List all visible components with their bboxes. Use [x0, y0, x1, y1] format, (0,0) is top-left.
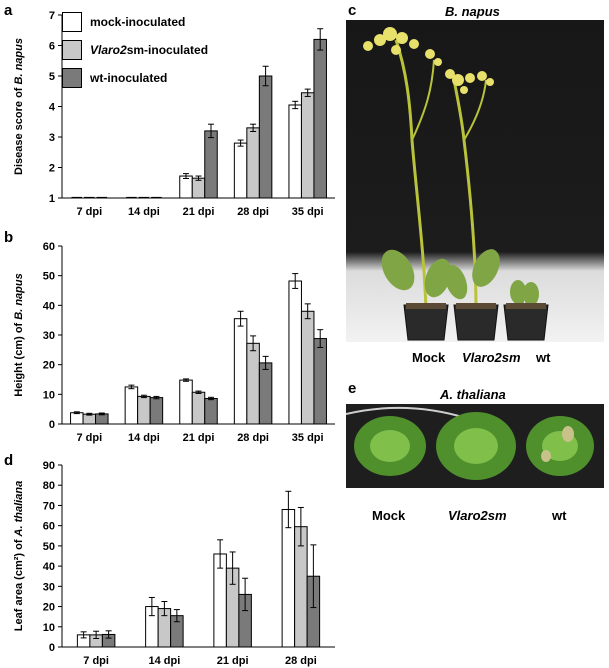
y-tick-label: 20 [43, 602, 55, 614]
y-tick-label: 4 [49, 102, 56, 114]
y-tick-label: 3 [49, 132, 55, 144]
y-tick-label: 5 [49, 71, 55, 83]
x-tick-label: 7 dpi [76, 206, 102, 218]
legend-swatch-wt [62, 68, 82, 88]
bar [246, 342, 260, 425]
y-tick-label: 6 [49, 41, 55, 53]
y-tick-label: 10 [43, 622, 55, 634]
x-tick-label: 14 dpi [128, 432, 160, 444]
y-axis-label: Leaf area (cm²) of A. thaliana [13, 481, 25, 631]
bar [82, 413, 97, 425]
y-tick-label: 60 [43, 241, 55, 253]
bar [204, 130, 218, 199]
bar [300, 310, 315, 425]
y-tick-label: 70 [43, 500, 55, 512]
y-tick-label: 50 [43, 271, 55, 283]
y-axis-label-species: B. napus [13, 273, 25, 319]
photo-e-title: A. thaliana [440, 387, 506, 402]
bar [288, 280, 302, 425]
panel-letter-a: a [4, 2, 13, 19]
photo-c-label-vlaro2sm: Vlaro2sm [462, 350, 521, 365]
bar [124, 386, 139, 425]
x-tick-label: 14 dpi [128, 206, 160, 218]
photo-c-label-mock: Mock [412, 350, 446, 365]
legend-item-vlaro2sm: Vlaro2sm-inoculated [62, 38, 208, 62]
y-tick-label: 60 [43, 521, 55, 533]
x-tick-label: 28 dpi [285, 655, 317, 667]
photo-c-title: B. napus [445, 4, 500, 19]
y-tick-label: 50 [43, 541, 55, 553]
bar [179, 175, 193, 199]
bar [70, 412, 84, 425]
y-tick-label: 80 [43, 480, 55, 492]
y-axis-label-text: Height (cm) of [13, 320, 25, 397]
bar [300, 92, 315, 199]
x-tick-label: 7 dpi [76, 432, 102, 444]
bar [281, 508, 296, 648]
panel-letter-e: e [348, 380, 357, 397]
y-tick-label: 40 [43, 300, 55, 312]
bar [191, 391, 206, 425]
y-tick-label: 90 [43, 460, 55, 472]
bar [204, 397, 218, 425]
panel-letter-b: b [4, 229, 14, 246]
x-tick-label: 28 dpi [237, 432, 269, 444]
y-tick-label: 20 [43, 360, 55, 372]
y-axis-label: Height (cm) of B. napus [13, 273, 25, 396]
bar [313, 338, 327, 425]
legend-item-mock: mock-inoculated [62, 10, 185, 34]
panel-letter-d: d [4, 452, 14, 469]
bar [233, 318, 248, 425]
photo-e-label-mock: Mock [372, 508, 406, 523]
y-axis-label-text: Disease score of [13, 84, 25, 175]
bar [258, 362, 273, 425]
bar [149, 397, 164, 425]
photo-c-label-wt: wt [536, 350, 551, 365]
bar [191, 177, 206, 199]
y-tick-label: 0 [49, 642, 55, 654]
photo-a-thaliana-rosettes [346, 404, 604, 488]
chart-height: 0 10 20 30 40 50 60 Height (cm) of B. napus 7 dp… [13, 241, 335, 444]
x-tick-label: 28 dpi [237, 206, 269, 218]
bar [95, 413, 109, 425]
bar [137, 395, 151, 425]
photo-b-napus-plants [346, 20, 604, 342]
y-tick-label: 1 [49, 193, 55, 205]
x-tick-label: 35 dpi [292, 206, 324, 218]
x-tick-label: 21 dpi [217, 655, 249, 667]
photo-e-label-wt: wt [552, 508, 567, 523]
y-axis-label-species: A. thaliana [13, 481, 25, 538]
y-axis-label-text: Leaf area (cm²) of [13, 536, 25, 631]
legend-label-vlaro2sm: Vlaro2sm-inoculated [90, 43, 209, 57]
y-tick-label: 10 [43, 389, 55, 401]
y-axis-label-species: B. napus [13, 38, 25, 84]
y-tick-label: 0 [49, 419, 55, 431]
x-tick-label: 21 dpi [183, 432, 215, 444]
bar [313, 38, 327, 199]
y-axis-label: Disease score of B. napus [13, 38, 25, 175]
y-tick-label: 2 [49, 163, 55, 175]
legend-label-wt: wt-inoculated [90, 71, 168, 85]
panel-letter-c: c [348, 2, 357, 19]
y-tick-label: 30 [43, 330, 55, 342]
y-tick-label: 7 [49, 10, 55, 22]
photo-e-label-vlaro2sm: Vlaro2sm [448, 508, 507, 523]
x-tick-label: 35 dpi [292, 432, 324, 444]
legend-swatch-vlaro2sm [62, 40, 82, 60]
chart-leaf-area: 0 10 20 30 40 50 60 70 80 90 Leaf area (cm²) of A.… [13, 460, 335, 667]
legend-swatch-mock [62, 12, 82, 32]
legend: mock-inoculated Vlaro2sm-inoculated wt-i… [62, 10, 262, 96]
x-tick-label: 7 dpi [83, 655, 109, 667]
bar [233, 142, 248, 199]
legend-label-mock: mock-inoculated [90, 15, 186, 29]
bar [288, 104, 302, 199]
y-tick-label: 30 [43, 581, 55, 593]
x-tick-label: 14 dpi [148, 655, 180, 667]
x-tick-label: 21 dpi [183, 206, 215, 218]
legend-item-wt: wt-inoculated [62, 66, 167, 90]
bar [246, 127, 260, 199]
y-tick-label: 40 [43, 561, 55, 573]
chart-disease-score: 1 2 3 4 5 6 7 Disease score of B. napus 7 dpi 14 … [13, 10, 335, 218]
bar [179, 379, 193, 425]
